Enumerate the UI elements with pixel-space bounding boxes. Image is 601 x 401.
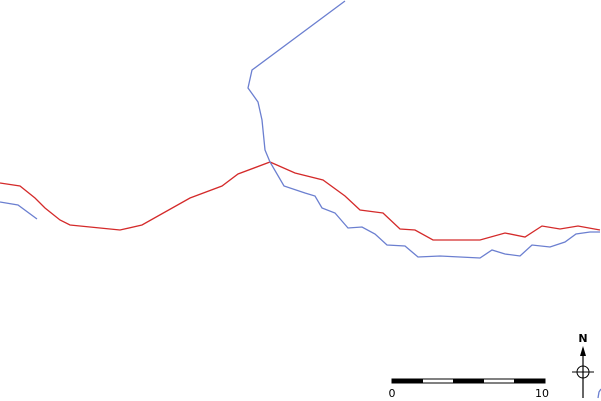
blue-route-west [0, 201, 38, 220]
blue-route [247, 0, 600, 259]
blue-route-fragment [597, 388, 601, 399]
north-label: N [578, 332, 587, 345]
scale-label: 0 [389, 387, 396, 400]
scale-bar: 0 10 [389, 378, 549, 400]
scale-label: 10 [535, 387, 549, 400]
red-route [0, 161, 601, 241]
north-arrow: N [572, 332, 594, 398]
